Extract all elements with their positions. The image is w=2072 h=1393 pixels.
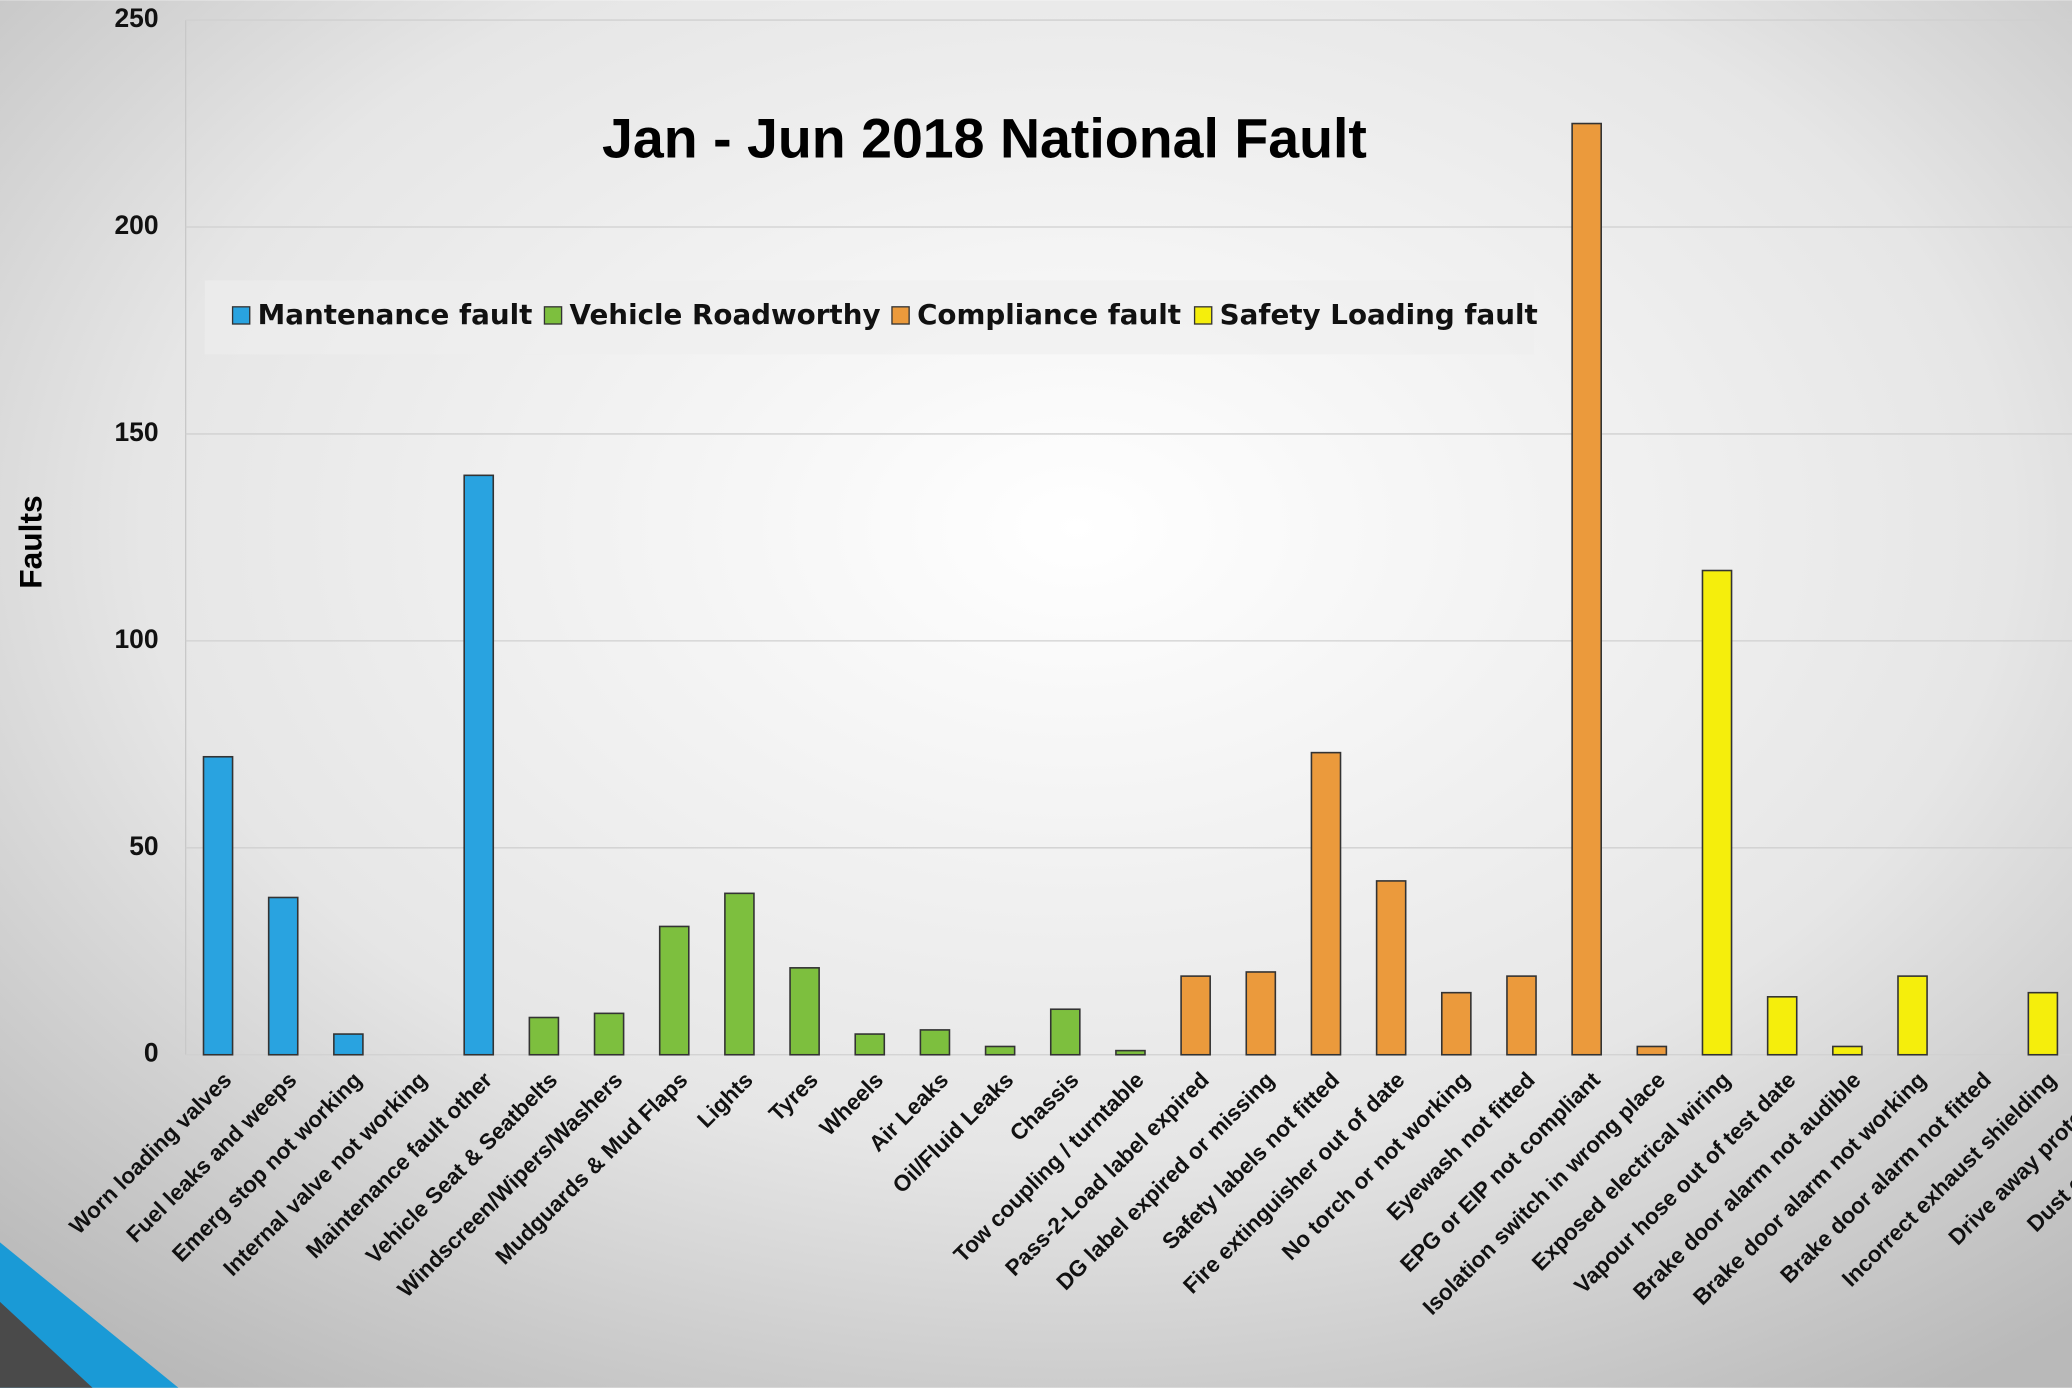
bar [724,892,755,1056]
bar [919,1029,951,1056]
y-tick-label: 0 [144,1038,159,1068]
legend-label: Vehicle Roadworthy [570,298,881,331]
bar [463,474,495,1056]
chart-title: Jan - Jun 2018 National Fault [602,108,1367,170]
bar [1506,975,1537,1056]
legend-label: Safety Loading fault [1220,298,1538,331]
bar [1180,975,1211,1056]
bar [1115,1049,1146,1056]
bar [1049,1008,1081,1056]
y-axis-label: Faults [12,495,48,588]
y-tick-label: 250 [115,3,159,33]
bar [267,896,299,1056]
y-tick-label: 200 [115,210,159,240]
y-tick-label: 50 [129,831,158,861]
legend-swatch [891,306,910,325]
legend-swatch [543,306,563,325]
bar [1571,122,1602,1056]
bar [1832,1045,1863,1056]
legend-swatch [231,306,251,325]
bar [1310,751,1342,1056]
bar [1440,991,1472,1056]
bar [593,1012,625,1056]
bar [528,1016,560,1056]
legend-swatch [1193,306,1213,325]
bar [202,755,234,1056]
corner-decoration [0,1301,93,1388]
bar [1245,971,1277,1056]
bar [658,925,690,1056]
bar [789,967,820,1056]
bar [1375,880,1407,1056]
legend-label: Mantenance fault [258,298,533,331]
bar [2027,991,2059,1056]
bar [854,1033,886,1056]
legend-box [204,280,1535,355]
bar [984,1045,1016,1056]
bar [1636,1045,1668,1056]
bar [1701,569,1733,1056]
legend-label: Compliance fault [917,298,1181,331]
bar [1766,996,1798,1056]
y-tick-label: 150 [115,417,159,447]
y-tick-label: 100 [115,624,159,654]
bar [1897,975,1928,1056]
bar [333,1033,364,1056]
